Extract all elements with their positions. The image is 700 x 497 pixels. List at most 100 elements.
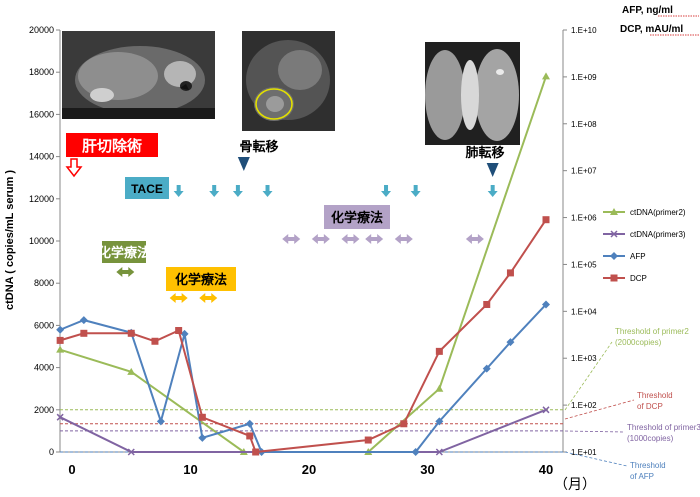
legend-entry: ctDNA(primer2) [603,208,686,217]
series-line [59,303,547,453]
data-point [435,448,443,456]
treatment-arrow [173,185,184,197]
data-point [506,269,514,277]
legend-entry: AFP [603,252,646,261]
treatment-arrow [487,185,498,197]
treatment-arrow [169,293,188,303]
series-afp [56,300,550,456]
y-tick-label: 2000 [34,405,54,415]
chemo1-label: 化学療法 [98,245,150,260]
y-tick-label: 14000 [29,152,54,162]
threshold-label: Threshold of DCP [637,391,673,411]
series-dcp [56,216,550,456]
y-tick-label: 0 [49,447,54,457]
y-tick-label: 4000 [34,363,54,373]
data-point [506,338,515,347]
tace-label: TACE [131,182,163,196]
lung-ct-image [425,42,520,145]
legend-label: ctDNA(primer2) [630,208,686,217]
x-tick-label: 10 [183,462,197,477]
x-tick-label: 0 [68,462,75,477]
x-axis-unit: （月） [554,476,596,492]
x-tick-label: 40 [539,462,553,477]
legend: ctDNA(primer2) ctDNA(primer3) AFP DCP [603,208,686,283]
legend-label: DCP [630,274,647,283]
data-point [542,216,550,224]
data-point [198,413,206,421]
data-point [435,417,444,426]
hepatectomy-annotation: 肝切除術 [65,133,158,178]
data-point [198,433,207,442]
data-point [483,300,491,308]
data-point [246,432,254,440]
treatment-arrow [199,293,218,303]
data-point [56,345,65,353]
left-axis-ticks: 0 2000 4000 6000 8000 10000 12000 14000 16000 180… [29,25,60,457]
data-point [56,325,65,334]
y2-tick-label: 1.E+06 [571,214,597,223]
lung-metastasis-label: 肺転移 [465,145,504,160]
data-point [127,329,135,337]
data-point [542,300,550,309]
data-point [542,72,550,80]
y2-tick-label: 1.E+02 [571,401,597,410]
treatment-arrow [116,267,135,277]
right-axis-label-dcp: DCP, mAU/ml [620,24,683,35]
treatment-arrow [232,185,243,197]
data-point [482,364,491,373]
y2-tick-label: 1.E+08 [571,120,597,129]
data-point [252,448,260,456]
data-point [127,367,136,375]
treatment-arrow [381,185,392,197]
data-point [610,274,618,282]
right-axis-label-afp: AFP, ng/ml [622,5,673,16]
chemo2-label: 化学療法 [175,272,227,287]
treatment-arrow [410,185,421,197]
data-point [435,384,444,392]
chemo3-annotation: 化学療法 [282,205,484,244]
data-point [435,347,443,355]
y2-tick-label: 1.E+03 [571,354,597,363]
series-line [59,219,547,454]
y2-tick-label: 1.E+04 [571,307,597,316]
y-tick-label: 8000 [34,278,54,288]
hepatectomy-label: 肝切除術 [82,137,142,155]
data-point [400,420,408,428]
treatment-arrow [394,234,413,244]
treatment-arrow [209,185,220,197]
data-point [79,316,88,325]
treatment-arrow [282,234,301,244]
y2-tick-label: 1.E+10 [571,26,597,35]
data-point [610,208,618,215]
chemo3-label: 化学療法 [331,210,383,225]
y-tick-label: 16000 [29,109,54,119]
legend-entry: DCP [603,274,647,283]
data-point [80,329,88,337]
liver-ct-image [62,31,215,119]
data-point [56,336,64,344]
y2-tick-label: 1.E+07 [571,167,597,176]
chemo1-annotation: 化学療法 [98,241,150,277]
legend-entry: ctDNA(primer3) [603,230,686,239]
y-tick-label: 18000 [29,67,54,77]
chemo2-annotation: 化学療法 [166,267,236,303]
data-point [364,436,372,444]
x-tick-label: 20 [302,462,316,477]
legend-label: AFP [630,252,646,261]
data-point [56,413,64,421]
lung-metastasis-annotation: 肺転移 [465,145,505,177]
y-tick-label: 12000 [29,194,54,204]
treatment-arrow [311,234,330,244]
y-tick-label: 10000 [29,236,54,246]
data-point [156,417,165,426]
data-point [127,448,135,456]
treatment-arrow [262,185,273,197]
treatment-arrow [465,234,484,244]
data-point [542,406,550,414]
y2-tick-label: 1.E+01 [571,448,597,457]
bone-metastasis-annotation: 骨転移 [237,139,279,171]
right-axis-ticks: 1.E+01 1.E+02 1.E+03 1.E+04 1.E+05 1.E+06 1.E+… [563,26,597,457]
legend-label: ctDNA(primer3) [630,230,686,239]
data-point [175,327,183,335]
hepatectomy-arrow [65,158,83,178]
